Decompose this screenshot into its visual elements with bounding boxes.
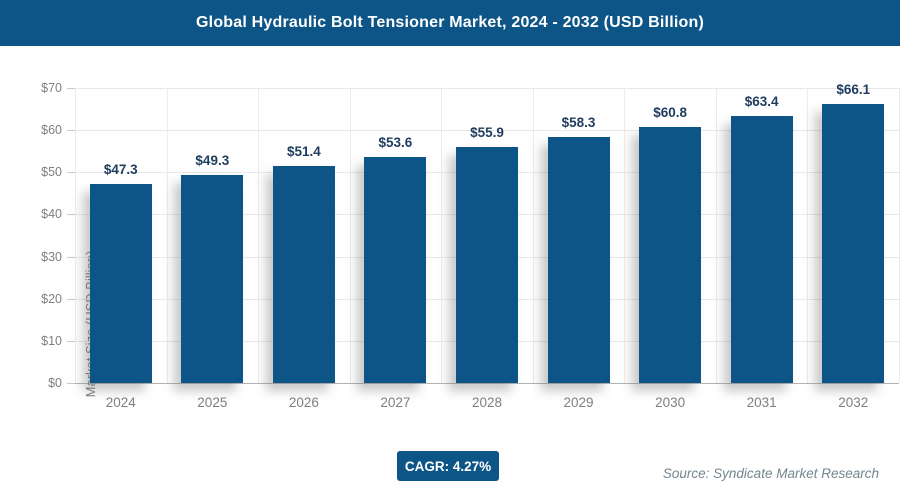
x-tick-label: 2028 bbox=[471, 395, 503, 410]
y-tick-mark bbox=[67, 383, 75, 384]
bar-2032 bbox=[822, 104, 885, 383]
bar-2031 bbox=[730, 115, 793, 383]
x-tick-label: 2027 bbox=[380, 395, 411, 410]
v-gridline bbox=[75, 88, 76, 383]
x-tick-label: 2025 bbox=[197, 395, 228, 410]
y-tick-label: $20 bbox=[41, 291, 62, 306]
bar-value-label: $63.4 bbox=[744, 93, 779, 109]
plot-area: Market Size (USD Billion) $47.3$49.3$51.… bbox=[67, 82, 900, 397]
cagr-badge-label: CAGR: 4.27% bbox=[404, 458, 492, 474]
bar-value-label: $49.3 bbox=[195, 153, 230, 169]
v-gridline bbox=[715, 88, 717, 383]
x-tick-label: 2032 bbox=[838, 395, 869, 410]
source-credit: Source: Syndicate Market Research bbox=[662, 466, 879, 481]
v-gridline bbox=[258, 88, 260, 383]
x-tick-label: 2030 bbox=[655, 395, 686, 410]
v-gridline bbox=[441, 88, 443, 383]
y-tick-mark bbox=[67, 172, 75, 174]
bar-value-label: $47.3 bbox=[103, 161, 138, 177]
y-tick-label: $10 bbox=[41, 333, 62, 348]
bar-value-label: $60.8 bbox=[653, 104, 687, 120]
y-tick-mark bbox=[67, 88, 75, 89]
v-gridline bbox=[166, 88, 168, 383]
bar-2026 bbox=[272, 166, 335, 383]
bar-2025 bbox=[181, 175, 244, 383]
v-gridline bbox=[624, 88, 626, 383]
v-gridline bbox=[807, 88, 809, 383]
x-tick-label: 2031 bbox=[746, 395, 777, 410]
y-tick-label: $40 bbox=[41, 207, 62, 222]
y-tick-label: $50 bbox=[41, 165, 62, 180]
bar-value-label: $51.4 bbox=[286, 144, 321, 160]
x-tick-label: 2026 bbox=[288, 395, 319, 410]
h-gridline bbox=[75, 88, 899, 89]
y-tick-label: $60 bbox=[41, 123, 62, 138]
bar-2027 bbox=[364, 157, 427, 383]
bar-value-label: $55.9 bbox=[470, 125, 504, 141]
v-gridline bbox=[532, 88, 534, 383]
bar-2030 bbox=[639, 126, 702, 383]
bar-2029 bbox=[547, 137, 610, 383]
h-gridline bbox=[75, 130, 899, 132]
bar-value-label: $53.6 bbox=[378, 135, 413, 151]
v-gridline bbox=[349, 88, 351, 383]
y-tick-label: $70 bbox=[41, 81, 62, 95]
y-tick-label: $0 bbox=[48, 376, 62, 390]
bar-value-label: $58.3 bbox=[561, 115, 596, 131]
bar-2028 bbox=[456, 147, 518, 383]
y-tick-mark bbox=[67, 214, 75, 216]
y-tick-mark bbox=[67, 340, 75, 342]
chart-title: Global Hydraulic Bolt Tensioner Market, … bbox=[196, 14, 704, 31]
y-tick-mark bbox=[67, 130, 75, 132]
header-bar: Global Hydraulic Bolt Tensioner Market, … bbox=[0, 0, 900, 46]
y-tick-label: $30 bbox=[41, 249, 62, 264]
cagr-badge: CAGR: 4.27% bbox=[397, 451, 499, 481]
bar-value-label: $66.1 bbox=[836, 82, 871, 98]
x-tick-label: 2024 bbox=[105, 395, 136, 410]
y-tick-mark bbox=[67, 256, 75, 258]
y-tick-mark bbox=[67, 298, 75, 300]
bar-2024 bbox=[89, 183, 152, 383]
x-tick-label: 2029 bbox=[563, 395, 594, 410]
